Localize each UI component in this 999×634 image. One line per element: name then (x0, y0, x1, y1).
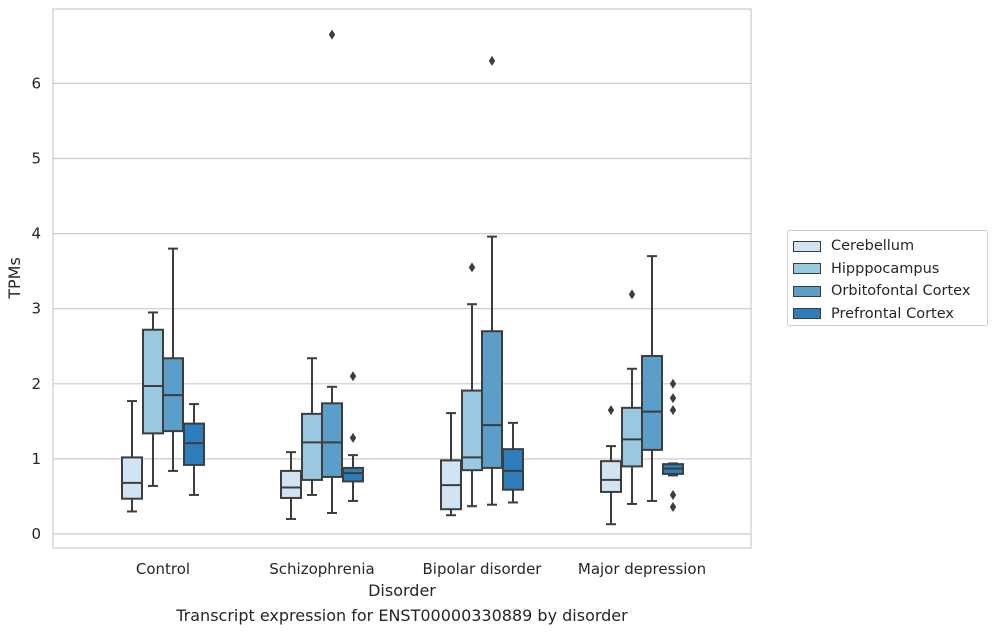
box-body (280, 469, 302, 499)
box-body (641, 355, 663, 451)
box-body (481, 330, 503, 469)
legend-item: Cerebellum (792, 235, 987, 258)
x-axis-label: Disorder (368, 581, 436, 600)
legend-item: Orbitofontal Cortex (792, 280, 987, 303)
box-body (502, 448, 524, 491)
box-cerebellum-0 (121, 400, 143, 513)
legend-label: Orbitofontal Cortex (831, 283, 971, 300)
box-body (183, 422, 205, 466)
outlier-point (328, 29, 336, 40)
legend: Cerebellum Hipppocampus Orbitofontal Corte… (787, 230, 988, 326)
box-prefrontal-cortex-0 (183, 403, 205, 496)
box-orbitofontal-cortex-1 (321, 29, 343, 514)
y-tick-label: 5 (31, 150, 41, 168)
box-cerebellum-3 (600, 405, 622, 526)
box-prefrontal-cortex-3 (662, 378, 684, 512)
y-tick-label: 1 (31, 450, 41, 468)
box-body (301, 412, 323, 481)
box-body (121, 456, 143, 500)
x-tick-label: Major depression (578, 560, 706, 578)
legend-item: Prefrontal Cortex (792, 303, 987, 326)
box-body (142, 328, 164, 435)
box-hipppocampus-3 (621, 289, 643, 505)
outlier-point (349, 371, 357, 382)
box-body (342, 466, 364, 483)
box-orbitofontal-cortex-0 (162, 247, 184, 472)
legend-swatch (793, 285, 821, 297)
x-tick-label: Schizophrenia (269, 560, 374, 578)
box-orbitofontal-cortex-3 (641, 255, 663, 502)
box-hipppocampus-2 (461, 262, 483, 508)
box-cerebellum-2 (440, 412, 462, 517)
outlier-point (669, 378, 677, 389)
outlier-point (669, 501, 677, 512)
box-body (600, 460, 622, 493)
box-cerebellum-1 (280, 451, 302, 520)
outlier-point (669, 489, 677, 500)
plot-area (52, 8, 752, 549)
outlier-point (669, 393, 677, 404)
boxes-layer (121, 29, 684, 526)
legend-item: Hipppocampus (792, 258, 987, 281)
x-tick-label: Control (136, 560, 190, 578)
y-tick-label: 3 (31, 300, 41, 318)
outlier-point (468, 262, 476, 273)
outlier-point (488, 55, 496, 66)
box-prefrontal-cortex-2 (502, 421, 524, 504)
box-orbitofontal-cortex-2 (481, 55, 503, 506)
box-body (621, 406, 643, 468)
y-tick-label: 2 (31, 375, 41, 393)
y-tick-label: 0 (31, 525, 41, 543)
y-axis-label: TPMs (5, 257, 24, 300)
legend-swatch (793, 240, 821, 252)
box-prefrontal-cortex-1 (342, 371, 364, 502)
outlier-point (628, 289, 636, 300)
box-body (321, 402, 343, 478)
x-tick-label: Bipolar disorder (423, 560, 543, 578)
legend-label: Hipppocampus (831, 260, 940, 277)
outlier-point (669, 405, 677, 416)
y-tick-label: 4 (31, 225, 41, 243)
y-tick-labels: 0 1 2 3 4 5 6 (31, 74, 41, 543)
legend-label: Cerebellum (831, 238, 915, 255)
outlier-point (349, 432, 357, 443)
y-tick-label: 6 (31, 74, 41, 92)
legend-label: Prefrontal Cortex (831, 305, 954, 322)
legend-swatch (793, 263, 821, 275)
legend-swatch (793, 308, 821, 320)
chart-caption: Transcript expression for ENST0000033088… (176, 606, 628, 625)
outlier-point (607, 405, 615, 416)
x-tick-labels: Control Schizophrenia Bipolar disorder Majo… (136, 560, 706, 578)
